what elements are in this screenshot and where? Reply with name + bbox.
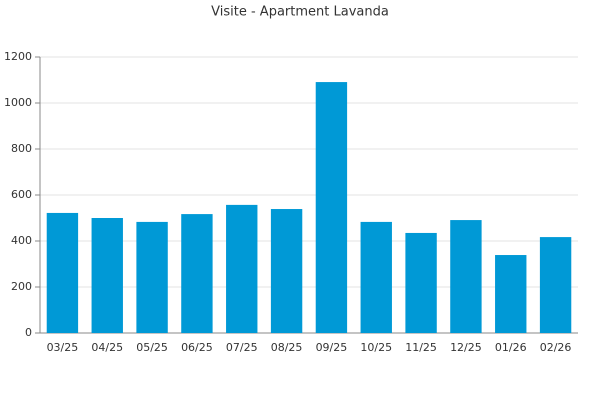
x-tick-label: 09/25	[316, 341, 348, 354]
bar	[495, 255, 527, 333]
y-tick-label: 1200	[4, 50, 32, 63]
x-tick-label: 12/25	[450, 341, 482, 354]
x-tick-label: 05/25	[136, 341, 168, 354]
bar	[405, 232, 437, 333]
x-tick-label: 08/25	[271, 341, 303, 354]
y-tick-label: 800	[11, 142, 32, 155]
x-tick-label: 11/25	[405, 341, 437, 354]
bar	[181, 214, 213, 333]
bar	[91, 218, 123, 333]
bar	[315, 82, 348, 333]
x-tick-label: 07/25	[226, 341, 258, 354]
chart-title: Visite - Apartment Lavanda	[211, 5, 389, 20]
x-tick-label: 04/25	[91, 341, 123, 354]
x-tick-label: 06/25	[181, 341, 213, 354]
bar	[450, 220, 482, 333]
y-tick-label: 600	[11, 188, 32, 201]
x-tick-label: 10/25	[360, 341, 392, 354]
bar	[226, 204, 258, 333]
y-tick-label: 400	[11, 234, 32, 247]
x-tick-label: 03/25	[47, 341, 79, 354]
bar	[360, 221, 392, 333]
bar	[270, 209, 303, 333]
y-tick-label: 200	[11, 280, 32, 293]
bar	[46, 212, 79, 333]
bar	[136, 221, 168, 333]
y-tick-label: 0	[25, 326, 32, 339]
x-tick-label: 02/26	[540, 341, 572, 354]
x-tick-label: 01/26	[495, 341, 527, 354]
bar	[539, 237, 572, 333]
y-tick-label: 1000	[4, 96, 32, 109]
